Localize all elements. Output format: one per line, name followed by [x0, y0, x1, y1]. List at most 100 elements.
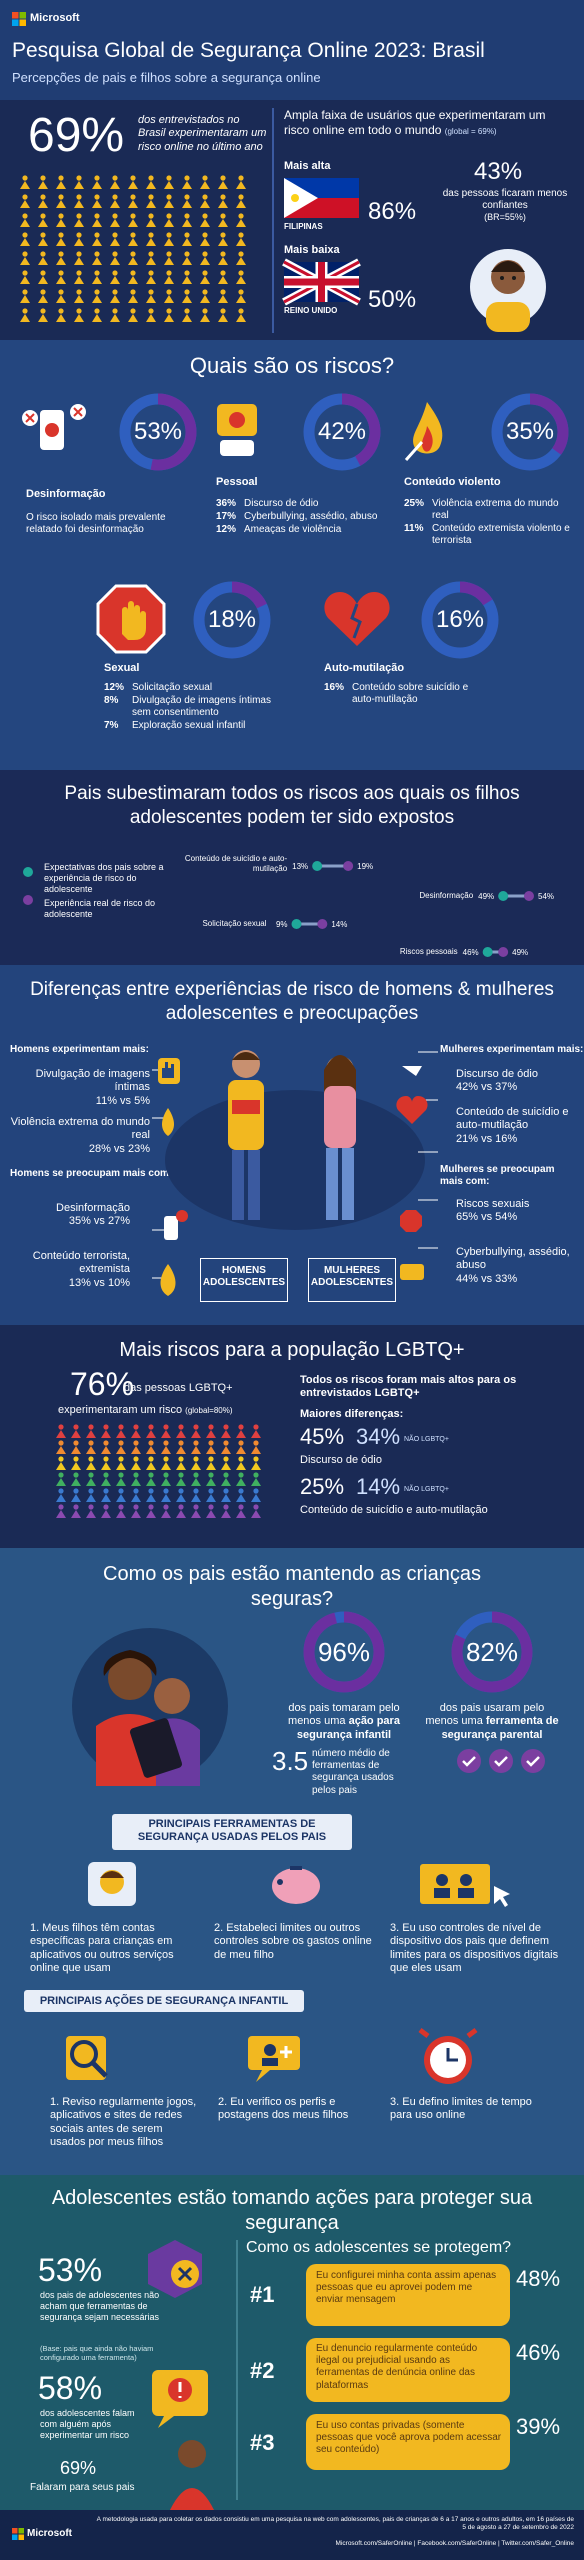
- donut-arc: [193, 581, 271, 659]
- person-icon: [38, 200, 48, 208]
- person-icon: [20, 276, 30, 284]
- risk-name: Desinformação: [26, 488, 106, 500]
- person-icon: [148, 289, 154, 295]
- gender-item: Desinformação 35% vs 27%: [10, 1202, 130, 1229]
- average-text: número médio de ferramentas de segurança…: [312, 1748, 394, 1796]
- underestimate-band: [0, 770, 584, 965]
- person-icon: [191, 1494, 201, 1502]
- person-icon: [128, 314, 138, 322]
- person-icon: [58, 1472, 64, 1478]
- brand: Microsoft: [27, 2528, 72, 2539]
- person-icon: [76, 194, 82, 200]
- person-icon: [202, 308, 208, 314]
- person-icon: [58, 213, 64, 219]
- person-icon: [86, 1478, 96, 1486]
- person-icon: [133, 1440, 139, 1446]
- person-icon: [218, 219, 228, 227]
- person-icon: [221, 1510, 231, 1518]
- section-title: Pais subestimaram todos os riscos aos qu…: [64, 783, 520, 828]
- section-title: Diferenças entre experiências de risco d…: [30, 979, 554, 1024]
- person-icon: [220, 270, 226, 276]
- stat-text2: experimentaram um risco: [58, 1404, 183, 1416]
- person-icon: [221, 1478, 231, 1486]
- lowest-value: 50%: [368, 286, 417, 313]
- average: 3.5: [272, 1746, 309, 1776]
- person-icon: [253, 1504, 259, 1510]
- person-icon: [58, 175, 64, 181]
- person-icon: [236, 181, 246, 189]
- heading-bar: [112, 1814, 352, 1850]
- person-icon: [202, 251, 208, 257]
- teen-illustration: [148, 2240, 214, 2510]
- person-icon: [73, 1424, 79, 1430]
- person-icon: [238, 308, 244, 314]
- person-icon: [176, 1430, 186, 1438]
- section-title: Adolescentes estão tomando ações para pr…: [51, 2187, 533, 2234]
- protect-box: [306, 2414, 510, 2470]
- protect-pct: 46%: [516, 2340, 561, 2365]
- person-icon: [206, 1510, 216, 1518]
- person-icon: [191, 1478, 201, 1486]
- person-icon: [131, 1446, 141, 1454]
- person-icon: [251, 1462, 261, 1470]
- person-icon: [56, 1446, 66, 1454]
- donut-arc: [303, 1611, 385, 1693]
- stat: 69%: [60, 2458, 97, 2478]
- person-icon: [73, 1488, 79, 1494]
- person-icon: [184, 251, 190, 257]
- person-icon: [130, 175, 136, 181]
- person-icon: [76, 308, 82, 314]
- person-icon: [202, 213, 208, 219]
- brand: Microsoft: [30, 12, 80, 24]
- person-icon: [22, 232, 28, 238]
- person-icon: [238, 1504, 244, 1510]
- person-icon: [178, 1440, 184, 1446]
- person-icon: [193, 1472, 199, 1478]
- person-icon: [161, 1462, 171, 1470]
- person-icon: [128, 276, 138, 284]
- action-item: 2. Eu verifico os perfis e postagens dos…: [218, 2096, 349, 2122]
- person-icon: [56, 257, 66, 265]
- person-icon: [73, 1504, 79, 1510]
- person-icon: [40, 232, 46, 238]
- person-icon: [202, 270, 208, 276]
- item-value: 21% vs 16%: [456, 1132, 518, 1145]
- person-icon: [112, 194, 118, 200]
- person-icon: [202, 232, 208, 238]
- person-icon: [74, 181, 84, 189]
- person-icon: [94, 251, 100, 257]
- person-icon: [253, 1472, 259, 1478]
- stat: 53%: [38, 2252, 103, 2288]
- person-icon: [182, 200, 192, 208]
- person-icon: [200, 276, 210, 284]
- risk-name: Sexual: [104, 662, 140, 674]
- row-label: Desinformação: [419, 891, 474, 900]
- person-icon: [182, 257, 192, 265]
- donut-arc: [421, 581, 499, 659]
- lgbtq-value: 25%: [300, 1474, 345, 1499]
- person-icon: [146, 181, 156, 189]
- person-icon: [112, 232, 118, 238]
- icon-violent: [404, 402, 443, 461]
- donut-arc: [303, 393, 381, 471]
- person-icon: [92, 295, 102, 303]
- text-bold: ação para segurança infantil: [296, 1715, 400, 1741]
- protect-box: [306, 2264, 510, 2326]
- person-icon: [22, 289, 28, 295]
- person-icon: [164, 276, 174, 284]
- person-icon: [238, 1488, 244, 1494]
- item-value: 13% vs 10%: [68, 1276, 130, 1289]
- male-label: HOMENS ADOLESCENTES: [202, 1265, 286, 1289]
- person-icon: [88, 1424, 94, 1430]
- person-icon: [40, 175, 46, 181]
- person-icon: [94, 270, 100, 276]
- item-value: 28% vs 23%: [88, 1142, 150, 1155]
- stat-text: dos entrevistados no Brasil experimentar…: [138, 114, 267, 153]
- stat-text: Falaram para seus pais: [30, 2482, 135, 2493]
- lgbtq-band: [0, 1325, 584, 1548]
- person-icon: [71, 1446, 81, 1454]
- item-value: 65% vs 54%: [456, 1211, 518, 1224]
- person-icon: [56, 314, 66, 322]
- person-icon: [148, 1456, 154, 1462]
- person-icon: [110, 181, 120, 189]
